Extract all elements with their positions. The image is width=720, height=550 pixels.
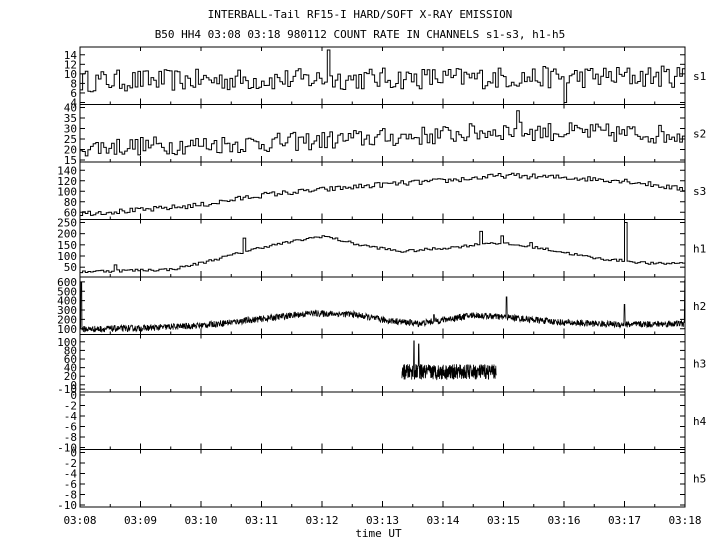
y-tick-label-s1: 14 bbox=[64, 49, 78, 62]
y-tick-label-h1: 150 bbox=[57, 239, 77, 252]
x-tick-label: 03:13 bbox=[366, 514, 399, 527]
y-tick-label-h4: -2 bbox=[64, 400, 77, 413]
y-tick-label-h1: 200 bbox=[57, 228, 77, 241]
y-tick-label-s2: 15 bbox=[64, 154, 77, 167]
y-tick-label-h5: -8 bbox=[64, 489, 77, 502]
y-tick-label-h5: -10 bbox=[57, 499, 77, 512]
y-tick-label-s2: 40 bbox=[64, 102, 77, 115]
y-tick-label-s1: 4 bbox=[70, 97, 77, 110]
x-tick-label: 03:09 bbox=[124, 514, 157, 527]
series-line-h1 bbox=[80, 222, 685, 274]
channel-label-h4: h4 bbox=[693, 415, 707, 428]
y-tick-label-s1: 8 bbox=[70, 77, 77, 90]
x-tick-label: 03:18 bbox=[668, 514, 701, 527]
y-tick-label-s3: 60 bbox=[64, 206, 77, 219]
y-tick-label-h4: -10 bbox=[57, 442, 77, 455]
y-tick-label-s2: 25 bbox=[64, 133, 77, 146]
y-tick-label-s3: 140 bbox=[57, 164, 77, 177]
y-tick-label-h3: 80 bbox=[64, 344, 77, 357]
y-tick-label-h2: 100 bbox=[57, 323, 77, 336]
y-tick-label-s2: 35 bbox=[64, 112, 77, 125]
y-tick-label-h4: -4 bbox=[64, 410, 78, 423]
x-tick-label: 03:15 bbox=[487, 514, 520, 527]
series-line-s1 bbox=[80, 49, 685, 103]
y-tick-label-h3: 60 bbox=[64, 353, 77, 366]
y-tick-label-h1: 250 bbox=[57, 217, 77, 230]
y-tick-label-h5: 0 bbox=[70, 447, 77, 460]
y-tick-label-s1: 12 bbox=[64, 58, 77, 71]
y-tick-label-s3: 100 bbox=[57, 185, 77, 198]
y-tick-label-h2: 600 bbox=[57, 276, 77, 289]
panel-frame-s3 bbox=[79, 161, 686, 220]
y-tick-label-h2: 400 bbox=[57, 295, 77, 308]
y-tick-label-s2: 20 bbox=[64, 144, 77, 157]
x-tick-label: 03:11 bbox=[245, 514, 278, 527]
channel-label-h1: h1 bbox=[693, 242, 706, 255]
y-tick-label-s2: 30 bbox=[64, 123, 77, 136]
y-tick-label-h2: 200 bbox=[57, 313, 77, 326]
y-tick-label-s1: 10 bbox=[64, 68, 77, 81]
channel-label-s3: s3 bbox=[693, 185, 706, 198]
x-tick-label: 03:10 bbox=[184, 514, 217, 527]
x-tick-label: 03:14 bbox=[426, 514, 459, 527]
panel-frame-h5 bbox=[79, 449, 686, 508]
y-tick-label-h1: 100 bbox=[57, 250, 77, 263]
panel-frame-h3 bbox=[79, 334, 686, 393]
panel-frame-s2 bbox=[79, 104, 686, 163]
x-tick-label: 03:12 bbox=[305, 514, 338, 527]
series-line-s3 bbox=[80, 172, 685, 216]
x-tick-label: 03:17 bbox=[608, 514, 641, 527]
y-tick-label-s3: 120 bbox=[57, 175, 77, 188]
y-tick-label-h3: 100 bbox=[57, 336, 77, 349]
channel-label-s1: s1 bbox=[693, 70, 706, 83]
x-axis-label: time UT bbox=[355, 527, 402, 540]
x-tick-label: 03:16 bbox=[547, 514, 580, 527]
series-line-s2 bbox=[80, 110, 685, 157]
chart-title: INTERBALL-Tail RF15-I HARD/SOFT X-RAY EM… bbox=[207, 8, 513, 21]
channel-label-s2: s2 bbox=[693, 127, 706, 140]
channel-label-h2: h2 bbox=[693, 300, 706, 313]
y-tick-label-h3: 40 bbox=[64, 362, 77, 375]
y-tick-label-h4: 0 bbox=[70, 389, 77, 402]
y-tick-label-s3: 80 bbox=[64, 196, 77, 209]
y-tick-label-h3: 0 bbox=[70, 379, 77, 392]
panel-frame-s1 bbox=[79, 46, 686, 105]
y-tick-label-h5: -4 bbox=[64, 468, 78, 481]
y-tick-label-h2: 500 bbox=[57, 285, 77, 298]
x-tick-label: 03:08 bbox=[63, 514, 96, 527]
y-tick-label-h1: 50 bbox=[64, 261, 77, 274]
y-tick-label-h5: -6 bbox=[64, 478, 77, 491]
channel-label-h3: h3 bbox=[693, 357, 706, 370]
y-tick-label-h2: 300 bbox=[57, 304, 77, 317]
panel-frame-h4 bbox=[79, 391, 686, 450]
series-line-h2 bbox=[79, 279, 686, 333]
y-tick-label-s1: 6 bbox=[70, 87, 77, 100]
y-tick-label-h3: -10 bbox=[57, 383, 77, 396]
y-tick-label-h4: -6 bbox=[64, 421, 77, 434]
y-tick-label-h5: -2 bbox=[64, 457, 77, 470]
chart-subtitle: B50 HH4 03:08 03:18 980112 COUNT RATE IN… bbox=[154, 28, 566, 41]
channel-label-h5: h5 bbox=[693, 472, 706, 485]
y-tick-label-h3: 20 bbox=[64, 370, 77, 383]
y-tick-label-h4: -8 bbox=[64, 431, 77, 444]
series-line-h3 bbox=[401, 340, 497, 381]
